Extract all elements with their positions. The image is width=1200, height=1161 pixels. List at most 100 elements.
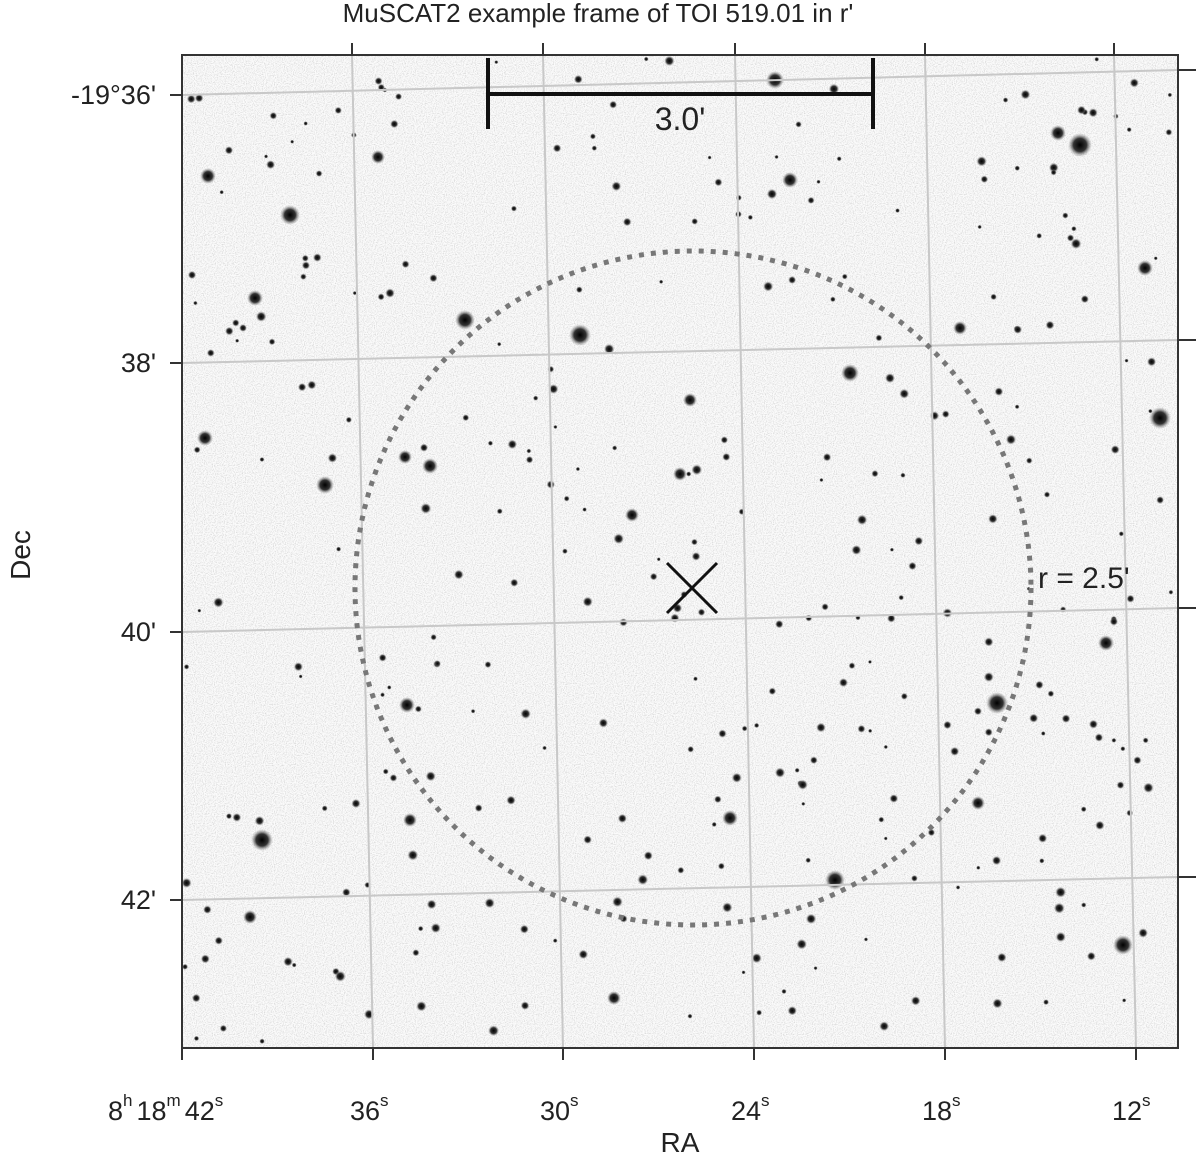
star: [617, 813, 627, 824]
star: [214, 936, 223, 945]
star: [950, 746, 960, 756]
star: [575, 466, 581, 472]
star: [1050, 125, 1066, 141]
star: [787, 1005, 797, 1016]
star: [1061, 714, 1071, 724]
star: [711, 821, 717, 828]
star: [193, 300, 198, 306]
star: [884, 373, 896, 384]
star: [838, 678, 849, 688]
star: [412, 949, 420, 957]
star: [1118, 531, 1124, 537]
star: [293, 662, 303, 672]
star: [206, 349, 215, 357]
star: [520, 1001, 530, 1010]
star: [984, 637, 994, 647]
star: [683, 393, 697, 407]
star: [1149, 407, 1171, 429]
star: [910, 996, 921, 1006]
x-tick-part: 8: [108, 1096, 123, 1126]
star: [1002, 97, 1009, 103]
star: [399, 697, 415, 713]
star: [474, 804, 483, 813]
x-tick-part: 18: [922, 1096, 952, 1126]
star: [1062, 212, 1069, 219]
star: [453, 569, 464, 580]
star: [1036, 232, 1043, 239]
star: [327, 453, 338, 463]
x-tick-part: s: [1142, 1091, 1151, 1110]
star: [532, 395, 539, 401]
star: [1126, 127, 1132, 133]
star: [506, 795, 516, 805]
y-tick-label: 38': [121, 348, 156, 378]
star: [194, 93, 204, 103]
star: [1068, 133, 1092, 157]
star: [548, 384, 559, 394]
star: [342, 888, 351, 897]
x-tick-label: 18s: [922, 1091, 961, 1126]
x-tick-label: 36s: [350, 1091, 389, 1126]
star: [1133, 756, 1142, 765]
star: [603, 343, 615, 355]
star: [1168, 589, 1174, 595]
star: [766, 188, 778, 200]
star: [836, 156, 842, 162]
star: [197, 430, 213, 446]
star: [809, 756, 818, 765]
star: [691, 538, 698, 546]
star: [984, 728, 993, 737]
star: [430, 923, 441, 934]
star: [756, 1009, 763, 1016]
star: [899, 388, 910, 399]
star: [1020, 89, 1031, 100]
star: [494, 60, 499, 65]
x-tick-part: s: [215, 1091, 224, 1110]
star: [722, 810, 738, 826]
star: [235, 338, 240, 343]
star: [434, 660, 441, 667]
star: [520, 708, 531, 720]
star: [1055, 931, 1066, 943]
star: [552, 938, 558, 944]
star: [607, 991, 621, 1005]
star: [575, 286, 583, 294]
star: [751, 952, 762, 964]
star: [291, 962, 297, 968]
star: [841, 273, 848, 280]
star: [1094, 56, 1100, 62]
x-tick-label: 12s: [1112, 1091, 1151, 1126]
star: [569, 324, 591, 346]
star: [788, 275, 797, 284]
star: [1098, 635, 1114, 651]
star: [316, 476, 334, 494]
star: [1165, 128, 1173, 136]
star: [385, 288, 395, 298]
star: [496, 341, 502, 347]
star: [1080, 806, 1087, 813]
star: [583, 835, 592, 844]
star: [988, 514, 998, 524]
star: [649, 572, 658, 581]
star: [687, 745, 695, 753]
star: [768, 687, 777, 695]
star: [1138, 928, 1148, 938]
star: [1040, 731, 1046, 736]
star: [589, 133, 596, 140]
star: [1043, 491, 1051, 498]
star: [795, 121, 802, 128]
star: [781, 988, 787, 995]
star: [582, 507, 587, 512]
star: [997, 952, 1007, 963]
star: [1113, 935, 1133, 955]
star: [377, 293, 385, 301]
star: [182, 963, 189, 970]
star: [1153, 256, 1158, 261]
star: [1143, 782, 1154, 794]
star: [371, 150, 385, 164]
x-tick-part: h: [123, 1091, 132, 1110]
star: [741, 725, 748, 732]
star: [259, 1038, 265, 1045]
star: [875, 334, 883, 342]
star: [656, 557, 661, 562]
